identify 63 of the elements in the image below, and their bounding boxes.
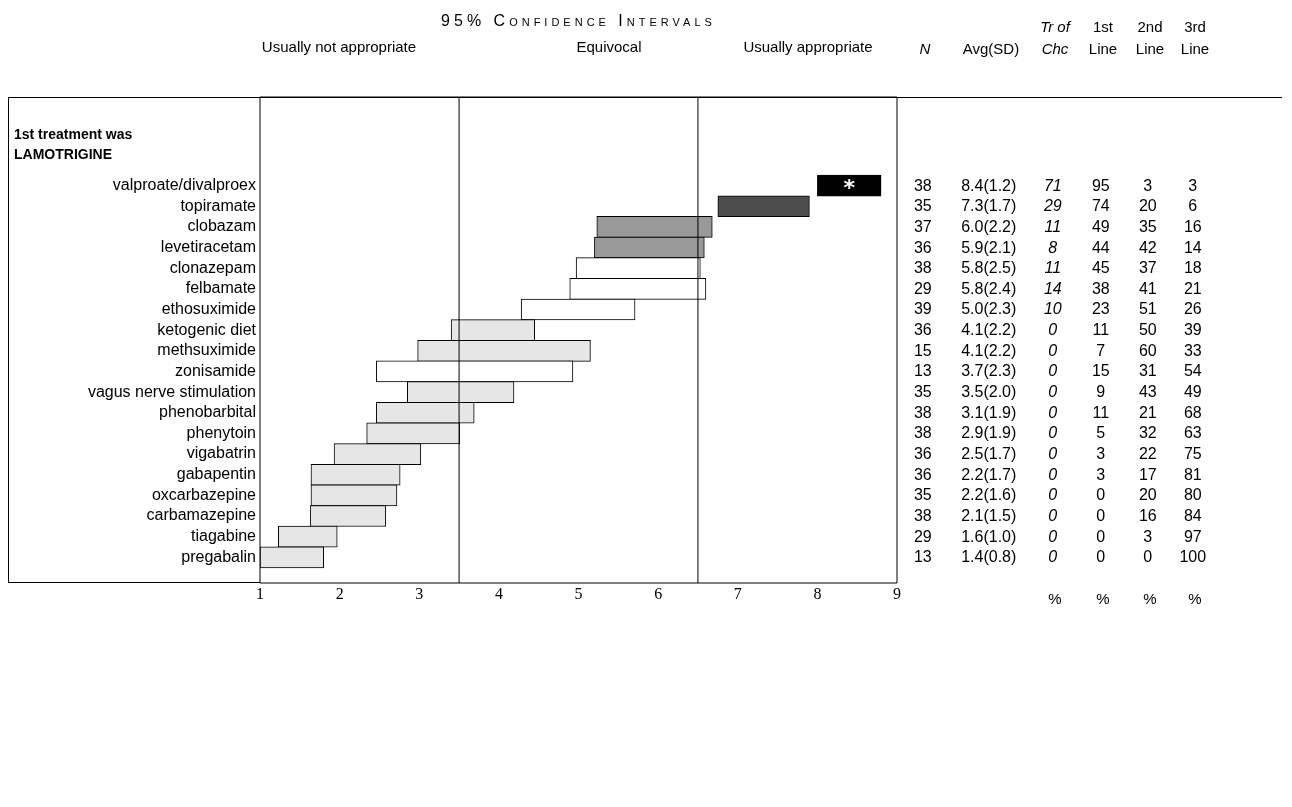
text: Equivocal bbox=[575, 38, 643, 56]
y-tick-label: zonisamide bbox=[175, 361, 257, 379]
y-tick-label: felbamate bbox=[185, 279, 257, 297]
text: 36 2.5(1.7) 0 3 22 75 bbox=[913, 445, 1202, 463]
text: 2nd Line bbox=[1134, 17, 1166, 59]
text: 37 6.0(2.2) 11 49 35 16 bbox=[913, 217, 1202, 235]
text: 36 4.1(2.2) 0 11 50 39 bbox=[913, 321, 1202, 339]
text: Usually appropriate bbox=[742, 38, 874, 56]
text: % bbox=[1142, 590, 1158, 608]
y-tick-label: tiagabine bbox=[191, 527, 257, 545]
text: 38 2.9(1.9) 0 5 32 63 bbox=[913, 424, 1202, 442]
text: Tr of Chc bbox=[1039, 17, 1072, 59]
text: 39 5.0(2.3) 10 23 51 26 bbox=[913, 300, 1202, 318]
text: 1st Line bbox=[1087, 17, 1119, 59]
text: 38 2.1(1.5) 0 0 16 84 bbox=[913, 507, 1202, 525]
text: % bbox=[1095, 590, 1111, 608]
text: 35 2.2(1.6) 0 0 20 80 bbox=[913, 486, 1202, 504]
y-tick-label: vigabatrin bbox=[186, 444, 256, 462]
text: 36 2.2(1.7) 0 3 17 81 bbox=[913, 465, 1202, 483]
x-tick-label: 7 bbox=[733, 584, 742, 602]
text: 13 3.7(2.3) 0 15 31 54 bbox=[913, 362, 1202, 380]
x-tick-label: 2 bbox=[335, 584, 344, 602]
annotation: * bbox=[843, 175, 856, 201]
text: Usually not appropriate bbox=[260, 38, 418, 56]
x-tick-label: 4 bbox=[494, 584, 503, 602]
y-tick-label: methsuximide bbox=[157, 341, 257, 359]
y-tick-label: topiramate bbox=[180, 196, 257, 214]
chart-title: 95% Confidence Intervals bbox=[440, 12, 717, 30]
text: 38 8.4(1.2) 71 95 3 3 bbox=[913, 176, 1198, 194]
text: 29 1.6(1.0) 0 0 3 97 bbox=[913, 527, 1202, 545]
text: 38 5.8(2.5) 11 45 37 18 bbox=[913, 259, 1202, 277]
text: 35 3.5(2.0) 0 9 43 49 bbox=[913, 383, 1202, 401]
text: 15 4.1(2.2) 0 7 60 33 bbox=[913, 341, 1202, 359]
text: 29 5.8(2.4) 14 38 41 21 bbox=[913, 279, 1202, 297]
text: N bbox=[918, 39, 932, 59]
y-tick-label: carbamazepine bbox=[146, 506, 257, 524]
text: 3rd Line bbox=[1179, 17, 1211, 59]
y-tick-label: ethosuximide bbox=[161, 299, 257, 317]
y-tick-label: vagus nerve stimulation bbox=[87, 382, 256, 400]
y-tick-label: phenytoin bbox=[186, 423, 256, 441]
y-tick-label: ketogenic diet bbox=[157, 320, 257, 338]
x-tick-label: 6 bbox=[654, 584, 663, 602]
x-tick-label: 9 bbox=[893, 584, 901, 602]
y-tick-label: clonazepam bbox=[169, 258, 256, 276]
text: % bbox=[1187, 590, 1203, 608]
y-tick-label: gabapentin bbox=[176, 465, 256, 483]
y-tick-label: clobazam bbox=[187, 217, 256, 235]
text: 1st treatment was LAMOTRIGINE bbox=[14, 125, 134, 164]
x-tick-label: 3 bbox=[415, 584, 424, 602]
y-tick-label: valproate/divalproex bbox=[112, 175, 256, 193]
text: Avg(SD) bbox=[961, 39, 1021, 59]
text: 36 5.9(2.1) 8 44 42 14 bbox=[913, 238, 1202, 256]
text: % bbox=[1047, 590, 1063, 608]
text: 38 3.1(1.9) 0 11 21 68 bbox=[913, 403, 1202, 421]
text: 13 1.4(0.8) 0 0 0 100 bbox=[913, 548, 1207, 566]
y-tick-label: oxcarbazepine bbox=[151, 485, 257, 503]
y-tick-label: pregabalin bbox=[181, 547, 256, 565]
y-tick-label: levetiracetam bbox=[160, 237, 256, 255]
x-tick-label: 5 bbox=[574, 584, 583, 602]
text: 35 7.3(1.7) 29 74 20 6 bbox=[913, 197, 1198, 215]
x-tick-label: 1 bbox=[256, 584, 264, 602]
y-tick-label: phenobarbital bbox=[159, 403, 256, 421]
x-tick-label: 8 bbox=[813, 584, 822, 602]
